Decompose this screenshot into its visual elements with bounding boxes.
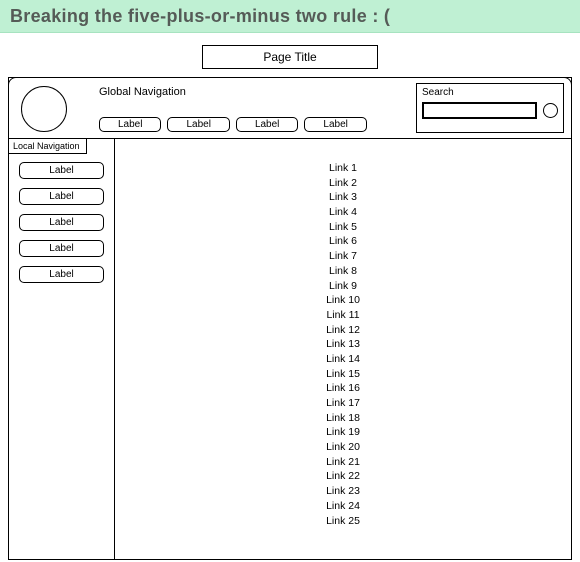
search-label: Search <box>422 87 558 98</box>
content-link[interactable]: Link 21 <box>115 455 571 470</box>
search-input[interactable] <box>422 102 537 119</box>
content-link[interactable]: Link 14 <box>115 352 571 367</box>
content-link[interactable]: Link 4 <box>115 205 571 220</box>
global-tab[interactable]: Label <box>167 117 229 132</box>
local-nav: Local Navigation LabelLabelLabelLabelLab… <box>9 139 115 559</box>
local-nav-title: Local Navigation <box>9 139 87 154</box>
local-nav-item[interactable]: Label <box>19 162 104 179</box>
global-tab[interactable]: Label <box>304 117 366 132</box>
global-nav-tabs: Label Label Label Label <box>99 117 408 132</box>
search-go-button[interactable] <box>543 103 558 118</box>
body-row: Local Navigation LabelLabelLabelLabelLab… <box>9 139 571 559</box>
search-row <box>422 102 558 119</box>
content-link[interactable]: Link 13 <box>115 337 571 352</box>
content-link[interactable]: Link 5 <box>115 220 571 235</box>
content-link[interactable]: Link 9 <box>115 279 571 294</box>
local-nav-item[interactable]: Label <box>19 214 104 231</box>
content-link[interactable]: Link 25 <box>115 514 571 529</box>
local-nav-item[interactable]: Label <box>19 266 104 283</box>
content-area: Link 1Link 2Link 3Link 4Link 5Link 6Link… <box>115 139 571 559</box>
local-nav-item[interactable]: Label <box>19 240 104 257</box>
global-nav-mid: Global Navigation Label Label Label Label <box>77 78 414 138</box>
content-link[interactable]: Link 6 <box>115 234 571 249</box>
content-link[interactable]: Link 8 <box>115 264 571 279</box>
content-link[interactable]: Link 19 <box>115 425 571 440</box>
content-link[interactable]: Link 2 <box>115 176 571 191</box>
global-nav-bar: Global Navigation Label Label Label Label S… <box>8 77 572 139</box>
wireframe: Global Navigation Label Label Label Label S… <box>8 77 572 560</box>
content-link[interactable]: Link 12 <box>115 323 571 338</box>
local-nav-items: Label Label Label Label Label <box>9 154 114 291</box>
banner-text: Breaking the five-plus-or-minus two rule… <box>10 6 390 26</box>
content-link[interactable]: Link 23 <box>115 484 571 499</box>
content-link[interactable]: Link 3 <box>115 190 571 205</box>
global-tab[interactable]: Label <box>99 117 161 132</box>
page-title-container: Page Title <box>0 45 580 69</box>
content-link[interactable]: Link 11 <box>115 308 571 323</box>
content-link[interactable]: Link 16 <box>115 381 571 396</box>
content-link[interactable]: Link 10 <box>115 293 571 308</box>
logo-placeholder <box>21 86 67 132</box>
article-banner: Breaking the five-plus-or-minus two rule… <box>0 0 580 33</box>
content-link[interactable]: Link 17 <box>115 396 571 411</box>
content-link[interactable]: Link 22 <box>115 469 571 484</box>
search-box: Search <box>416 83 564 133</box>
content-link[interactable]: Link 15 <box>115 367 571 382</box>
local-nav-item[interactable]: Label <box>19 188 104 205</box>
content-link[interactable]: Link 18 <box>115 411 571 426</box>
global-tab[interactable]: Label <box>236 117 298 132</box>
global-nav-title: Global Navigation <box>99 86 408 98</box>
page-title: Page Title <box>202 45 377 69</box>
content-link[interactable]: Link 1 <box>115 161 571 176</box>
content-link[interactable]: Link 24 <box>115 499 571 514</box>
content-link[interactable]: Link 20 <box>115 440 571 455</box>
content-link[interactable]: Link 7 <box>115 249 571 264</box>
